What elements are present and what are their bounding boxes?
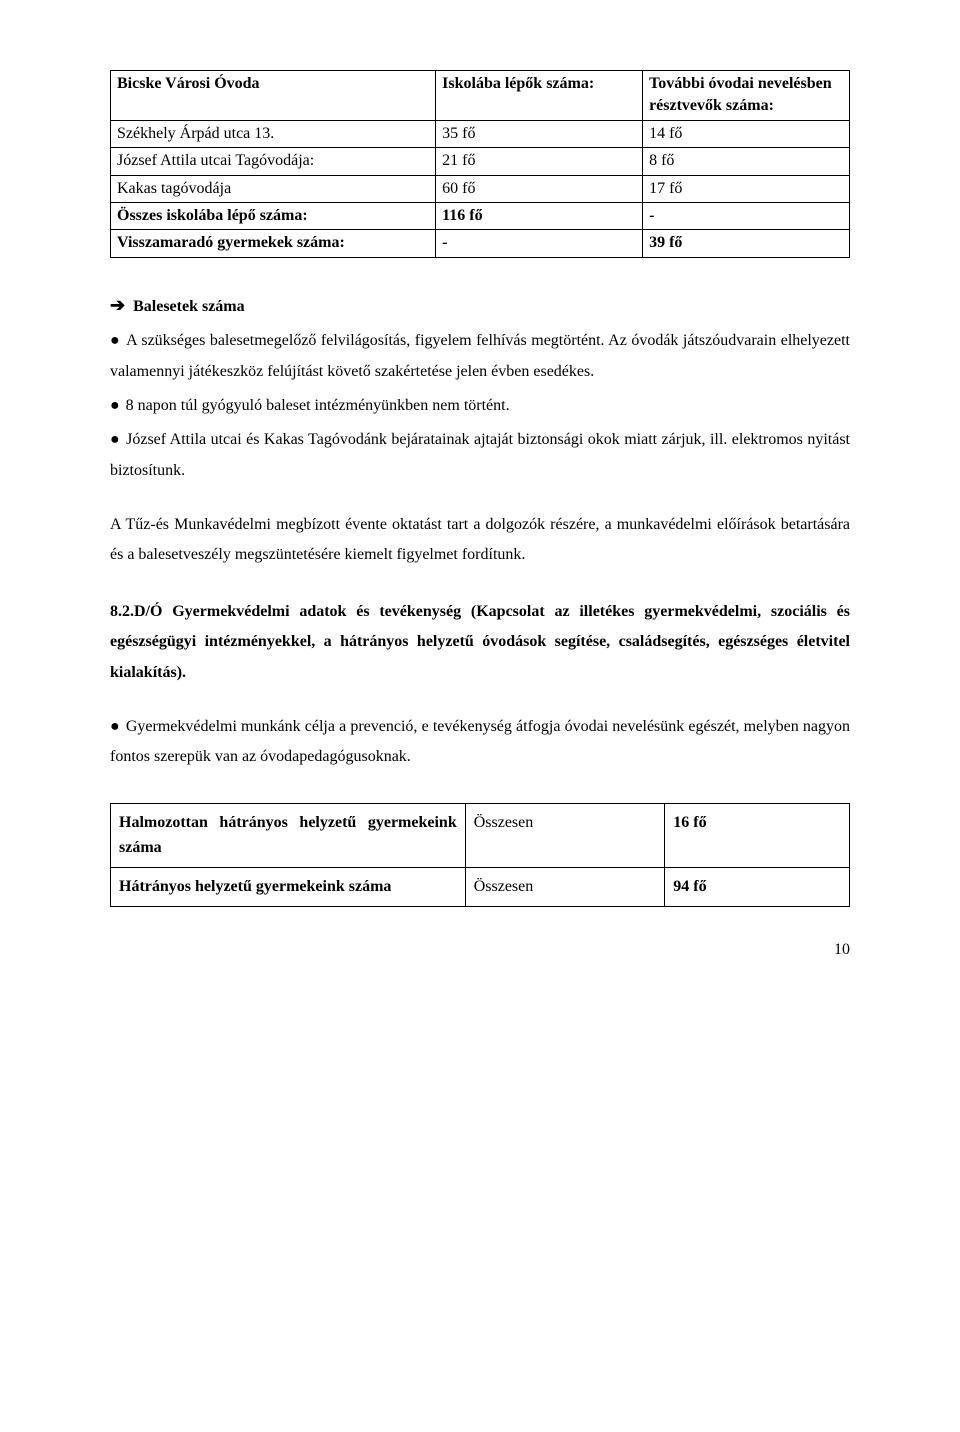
bullet-item: ●Gyermekvédelmi munkánk célja a prevenci… [110,712,850,773]
table-row: Kakas tagóvodája 60 fő 17 fő [111,175,850,202]
table-cell: Visszamaradó gyermekek száma: [111,230,436,257]
table-header-cell: Bicske Városi Óvoda [111,71,436,121]
bullet-text: Gyermekvédelmi munkánk célja a prevenció… [110,718,850,765]
table-cell: 39 fő [643,230,850,257]
table-cell: 17 fő [643,175,850,202]
table-cell: József Attila utcai Tagóvodája: [111,148,436,175]
table-cell: - [436,230,643,257]
table-row: Visszamaradó gyermekek száma: - 39 fő [111,230,850,257]
spacer [110,490,850,510]
table-cell: Összesen [465,868,665,907]
bullet-item: ●József Attila utcai és Kakas Tagóvodánk… [110,425,850,486]
table-cell: 94 fő [665,868,850,907]
bullet-text: 8 napon túl gyógyuló baleset intézményün… [126,397,510,414]
table-cell: Összesen [465,803,665,867]
bullet-icon: ● [110,718,120,735]
table-cell: - [643,202,850,229]
bullet-item: ●A szükséges balesetmegelőző felvilágosí… [110,326,850,387]
table-cell: Összes iskolába lépő száma: [111,202,436,229]
table-cell: Kakas tagóvodája [111,175,436,202]
bullet-text: A szükséges balesetmegelőző felvilágosít… [110,332,850,379]
bullet-icon: ● [110,332,120,349]
table-cell: 116 fő [436,202,643,229]
table-cell: 16 fő [665,803,850,867]
bullet-icon: ● [110,397,120,414]
disadvantage-table: Halmozottan hátrányos helyzetű gyermekei… [110,803,850,907]
section-heading-childprotection: 8.2.D/Ó Gyermekvédelmi adatok és tevéken… [110,597,850,688]
table-row: Székhely Árpád utca 13. 35 fő 14 fő [111,120,850,147]
bullet-text: József Attila utcai és Kakas Tagóvodánk … [110,431,850,478]
table-header-cell: Iskolába lépők száma: [436,71,643,121]
table-row: József Attila utcai Tagóvodája: 21 fő 8 … [111,148,850,175]
document-page: Bicske Városi Óvoda Iskolába lépők száma… [0,0,960,1005]
table-cell: 8 fő [643,148,850,175]
arrow-icon: ➔ [110,295,125,315]
table-cell: 14 fő [643,120,850,147]
heading-text: Balesetek száma [133,298,245,315]
table-cell: 35 fő [436,120,643,147]
table-cell: 60 fő [436,175,643,202]
table-cell: Halmozottan hátrányos helyzetű gyermekei… [111,803,466,867]
table-cell: Székhely Árpád utca 13. [111,120,436,147]
bullet-icon: ● [110,431,120,448]
enrollment-table: Bicske Városi Óvoda Iskolába lépők száma… [110,70,850,258]
bullet-item: ● 8 napon túl gyógyuló baleset intézményü… [110,391,850,421]
table-cell: 21 fő [436,148,643,175]
spacer [110,688,850,708]
table-row: Összes iskolába lépő száma: 116 fő - [111,202,850,229]
table-row: Bicske Városi Óvoda Iskolába lépők száma… [111,71,850,121]
page-number: 10 [110,935,850,965]
table-row: Hátrányos helyzetű gyermekeink száma Öss… [111,868,850,907]
section-heading-accidents: ➔ Balesetek száma [110,288,850,322]
table-header-cell: További óvodai nevelésben résztvevők szá… [643,71,850,121]
paragraph: A Tűz-és Munkavédelmi megbízott évente o… [110,510,850,571]
table-row: Halmozottan hátrányos helyzetű gyermekei… [111,803,850,867]
table-cell: Hátrányos helyzetű gyermekeink száma [111,868,466,907]
